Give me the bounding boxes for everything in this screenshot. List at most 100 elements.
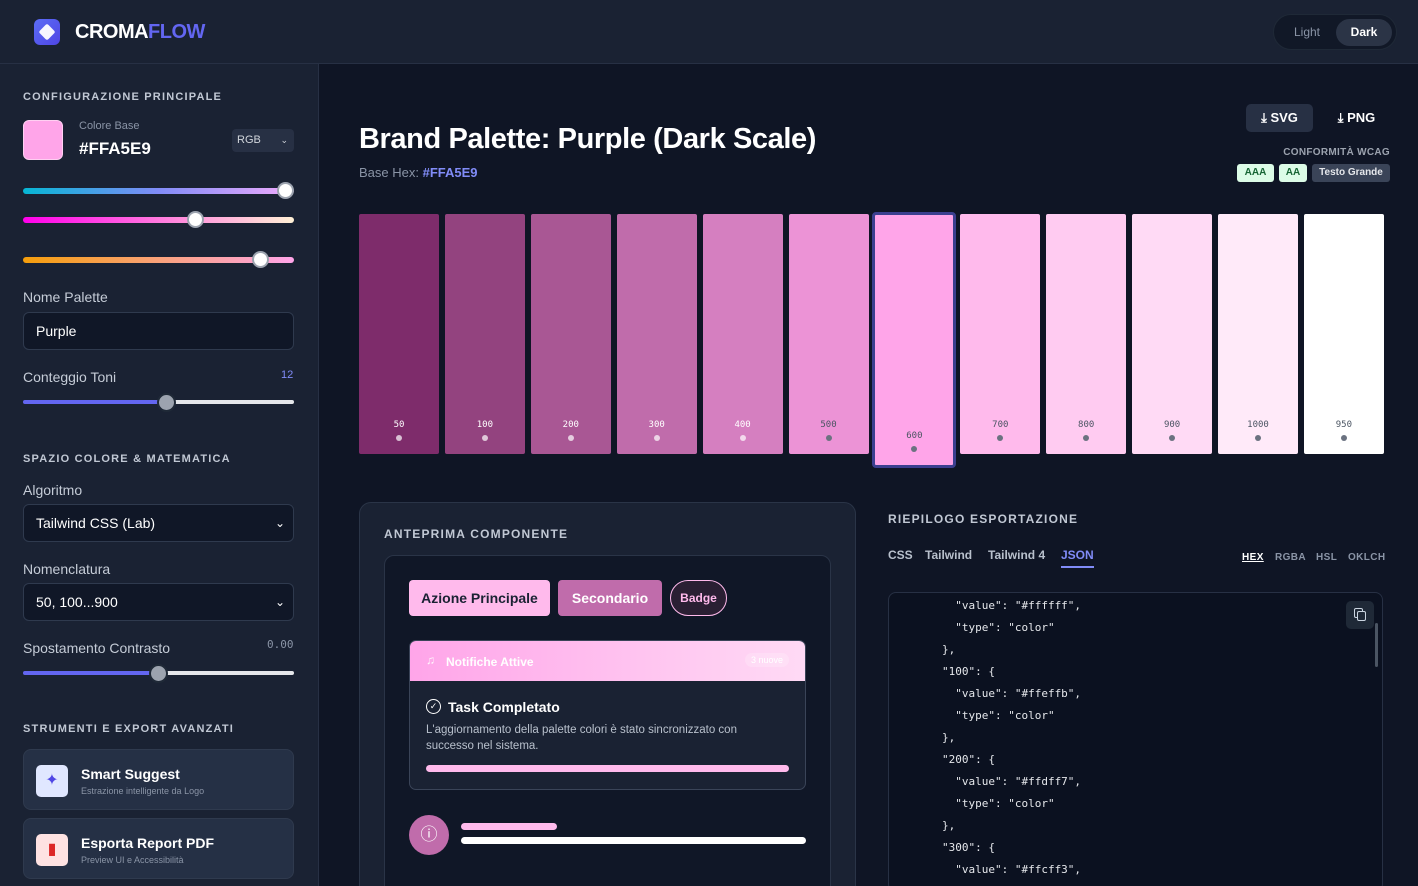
tone-count-label: Conteggio Toni bbox=[23, 369, 117, 385]
color-slider-1[interactable] bbox=[23, 188, 294, 194]
export-pdf-title: Esporta Report PDF bbox=[81, 835, 215, 851]
palette-name-input[interactable]: Purple bbox=[23, 312, 294, 350]
color-slider-3[interactable] bbox=[23, 257, 294, 263]
code-line: "type": "color" bbox=[889, 709, 1055, 722]
code-line: "value": "#ffeffb", bbox=[889, 687, 1082, 700]
skeleton-line-short bbox=[461, 823, 557, 830]
palette-swatch-label: 700 bbox=[992, 420, 1009, 430]
preview-notification-card: ♫ Notifiche Attive 3 nuove ✓ Task Comple… bbox=[409, 640, 806, 790]
notification-new-badge: 3 nuove bbox=[744, 653, 789, 667]
preview-primary-button[interactable]: Azione Principale bbox=[409, 580, 550, 616]
palette-swatch-dot bbox=[1169, 435, 1176, 441]
pdf-file-icon: ▮ bbox=[36, 834, 68, 866]
palette-swatch-label: 1000 bbox=[1247, 420, 1269, 430]
color-slider-2[interactable] bbox=[23, 217, 294, 223]
notification-title: Task Completato bbox=[448, 699, 560, 715]
export-code-block[interactable]: "value": "#ffffff", "type": "color" }, "… bbox=[888, 592, 1383, 886]
download-png-button[interactable]: ⤓ PNG bbox=[1323, 104, 1390, 132]
download-svg-button[interactable]: ⤓ SVG bbox=[1246, 104, 1313, 132]
contrast-shift-value: 0.00 bbox=[267, 638, 294, 651]
color-slider-1-thumb[interactable] bbox=[276, 182, 294, 199]
nomenclature-select[interactable]: 50, 100...900 ⌄ bbox=[23, 583, 294, 621]
palette-swatch-label: 500 bbox=[820, 420, 837, 430]
tone-count-slider-thumb[interactable] bbox=[157, 393, 176, 412]
code-line: "value": "#ffcff3", bbox=[889, 863, 1082, 876]
logo-text-primary: CROMA bbox=[75, 21, 149, 43]
app-header: CROMAFLOW Light Dark bbox=[0, 0, 1418, 64]
nomenclature-label: Nomenclatura bbox=[23, 561, 111, 577]
palette-swatch-50[interactable]: 50 bbox=[359, 214, 439, 454]
palette-swatch-900[interactable]: 900 bbox=[1132, 214, 1213, 454]
notification-progress-bar bbox=[426, 765, 789, 772]
download-icon: ⤓ bbox=[1261, 110, 1267, 125]
download-svg-label: SVG bbox=[1270, 110, 1298, 125]
palette-swatch-600[interactable]: 600 bbox=[872, 212, 957, 468]
format-hex[interactable]: HEX bbox=[1242, 552, 1264, 563]
preview-badge: Badge bbox=[670, 580, 727, 616]
app-logo-text: CROMAFLOW bbox=[75, 21, 205, 44]
palette-swatch-dot bbox=[997, 435, 1004, 441]
palette-swatch-label: 900 bbox=[1163, 420, 1181, 430]
theme-toggle: Light Dark bbox=[1273, 14, 1397, 50]
code-line: "type": "color" bbox=[889, 797, 1055, 810]
algorithm-value: Tailwind CSS (Lab) bbox=[36, 515, 156, 531]
palette-swatch-300[interactable]: 300 bbox=[616, 214, 697, 454]
format-rgba[interactable]: RGBA bbox=[1275, 552, 1307, 563]
palette-swatch-dot bbox=[1340, 435, 1347, 441]
theme-option-light[interactable]: Light bbox=[1293, 25, 1321, 39]
wcag-badge-large-text: Testo Grande bbox=[1312, 164, 1390, 182]
palette-swatch-label: 800 bbox=[1078, 420, 1095, 430]
palette-swatch-800[interactable]: 800 bbox=[1046, 214, 1127, 454]
export-pdf-button[interactable]: ▮ Esporta Report PDF Preview UI e Access… bbox=[23, 818, 294, 879]
notification-header: ♫ Notifiche Attive 3 nuove bbox=[410, 641, 805, 681]
palette-swatch-200[interactable]: 200 bbox=[530, 214, 611, 454]
algorithm-select[interactable]: Tailwind CSS (Lab) ⌄ bbox=[23, 504, 294, 542]
palette-swatch-100[interactable]: 100 bbox=[444, 214, 525, 454]
theme-option-dark[interactable]: Dark bbox=[1336, 19, 1392, 46]
skeleton-line-long bbox=[461, 837, 806, 844]
contrast-shift-slider-thumb[interactable] bbox=[149, 664, 168, 683]
logo-text-accent: FLOW bbox=[148, 21, 205, 43]
color-mode-select[interactable]: RGB ⌄ bbox=[232, 129, 294, 152]
palette-swatch-400[interactable]: 400 bbox=[702, 214, 783, 454]
nomenclature-value: 50, 100...900 bbox=[36, 594, 118, 610]
page-title: Brand Palette: Purple (Dark Scale) bbox=[359, 123, 816, 155]
component-preview-card: ANTEPRIMA COMPONENTE Azione Principale S… bbox=[359, 502, 856, 886]
wcag-title: CONFORMITÀ WCAG bbox=[1283, 147, 1390, 158]
palette-swatch-dot bbox=[1083, 435, 1090, 441]
palette-swatch-label: 950 bbox=[1335, 420, 1353, 430]
smart-suggest-button[interactable]: ✦ Smart Suggest Estrazione intelligente … bbox=[23, 749, 294, 810]
download-icon: ⤓ bbox=[1337, 110, 1344, 125]
export-summary-title: RIEPILOGO ESPORTAZIONE bbox=[888, 512, 1079, 526]
palette-swatch-700[interactable]: 700 bbox=[960, 214, 1041, 454]
palette-swatch-500[interactable]: 500 bbox=[788, 214, 869, 454]
code-line: }, bbox=[889, 643, 956, 656]
export-tab-json[interactable]: JSON bbox=[1061, 548, 1094, 568]
section-title-colorspace: SPAZIO COLORE & MATEMATICA bbox=[23, 453, 231, 465]
export-tab-tailwind[interactable]: Tailwind bbox=[925, 548, 973, 562]
code-line: "100": { bbox=[889, 665, 995, 678]
copy-code-button[interactable] bbox=[1346, 601, 1374, 629]
palette-swatch-1000[interactable]: 1000 bbox=[1218, 214, 1298, 454]
export-tab-css[interactable]: CSS bbox=[888, 548, 913, 562]
color-slider-2-thumb[interactable] bbox=[187, 211, 205, 228]
format-oklch[interactable]: OKLCH bbox=[1348, 552, 1386, 563]
format-hsl[interactable]: HSL bbox=[1316, 552, 1338, 563]
palette-swatch-950[interactable]: 950 bbox=[1303, 214, 1384, 454]
bell-icon: ♫ bbox=[426, 653, 435, 667]
palette-swatch-label: 400 bbox=[734, 420, 751, 430]
preview-secondary-button[interactable]: Secondario bbox=[558, 580, 662, 616]
palette-swatch-dot bbox=[481, 435, 488, 441]
code-scrollbar[interactable] bbox=[1375, 623, 1378, 667]
base-hex-line: Base Hex: #FFA5E9 bbox=[359, 165, 478, 180]
code-line: "value": "#ffffff", bbox=[889, 599, 1082, 612]
smart-suggest-subtitle: Estrazione intelligente da Logo bbox=[81, 786, 205, 796]
code-line: }, bbox=[889, 731, 956, 744]
export-tab-tailwind-4[interactable]: Tailwind 4 bbox=[988, 548, 1046, 562]
base-color-swatch[interactable] bbox=[23, 120, 63, 160]
palette-swatch-label: 200 bbox=[562, 420, 579, 430]
color-slider-3-thumb[interactable] bbox=[252, 251, 270, 268]
chevron-down-icon: ⌄ bbox=[280, 135, 288, 145]
notification-text: L'aggiornamento della palette colori è s… bbox=[426, 724, 737, 752]
contrast-shift-label: Spostamento Contrasto bbox=[23, 640, 171, 656]
